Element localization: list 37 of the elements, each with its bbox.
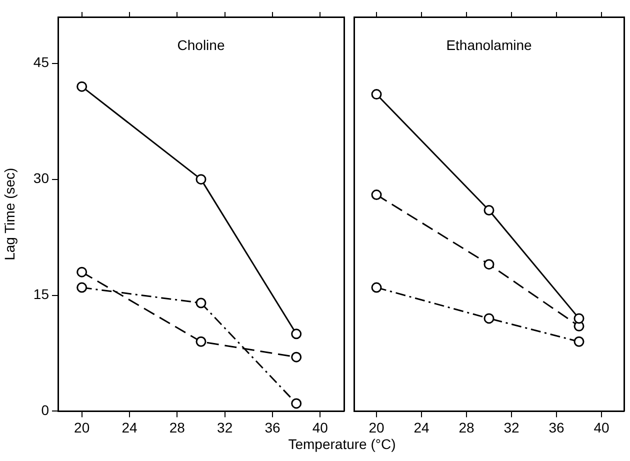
text: Ethanolamine [446,36,532,53]
point [371,190,382,200]
point [196,174,206,185]
point [291,328,302,340]
x-tick-label: 36 [264,419,280,436]
point [291,398,302,409]
x-tick-label: 40 [312,419,328,436]
y-tick-label: 30 [33,170,50,186]
point [76,266,88,278]
point [76,81,88,92]
y-axis-title: Lag Time (sec) [1,168,18,260]
point [574,313,584,324]
point [196,336,206,347]
point [371,89,382,100]
x-tick-label: 32 [217,419,233,436]
point [484,259,494,270]
x-tick-label: 20 [368,419,384,436]
x-tick-label: 28 [458,419,474,436]
point [484,313,494,324]
y-tick-label: 45 [33,54,50,70]
point [484,204,494,216]
x-tick-label: 24 [122,419,138,436]
point [196,298,206,308]
text: Choline [177,36,225,53]
x-tick-label: 28 [169,419,186,436]
x-tick-label: 32 [504,419,520,436]
point [291,352,302,362]
x-tick-label: 24 [414,419,430,436]
y-tick-label: 15 [33,286,50,302]
x-axis-title: Temperature (°C) [287,436,397,452]
point [371,282,382,293]
x-tick-label: 20 [74,419,90,436]
x-tick-label: 36 [548,419,564,436]
point [76,282,88,293]
point [574,336,584,347]
x-tick-label: 40 [594,419,610,436]
y-tick-label: 0 [41,402,50,418]
